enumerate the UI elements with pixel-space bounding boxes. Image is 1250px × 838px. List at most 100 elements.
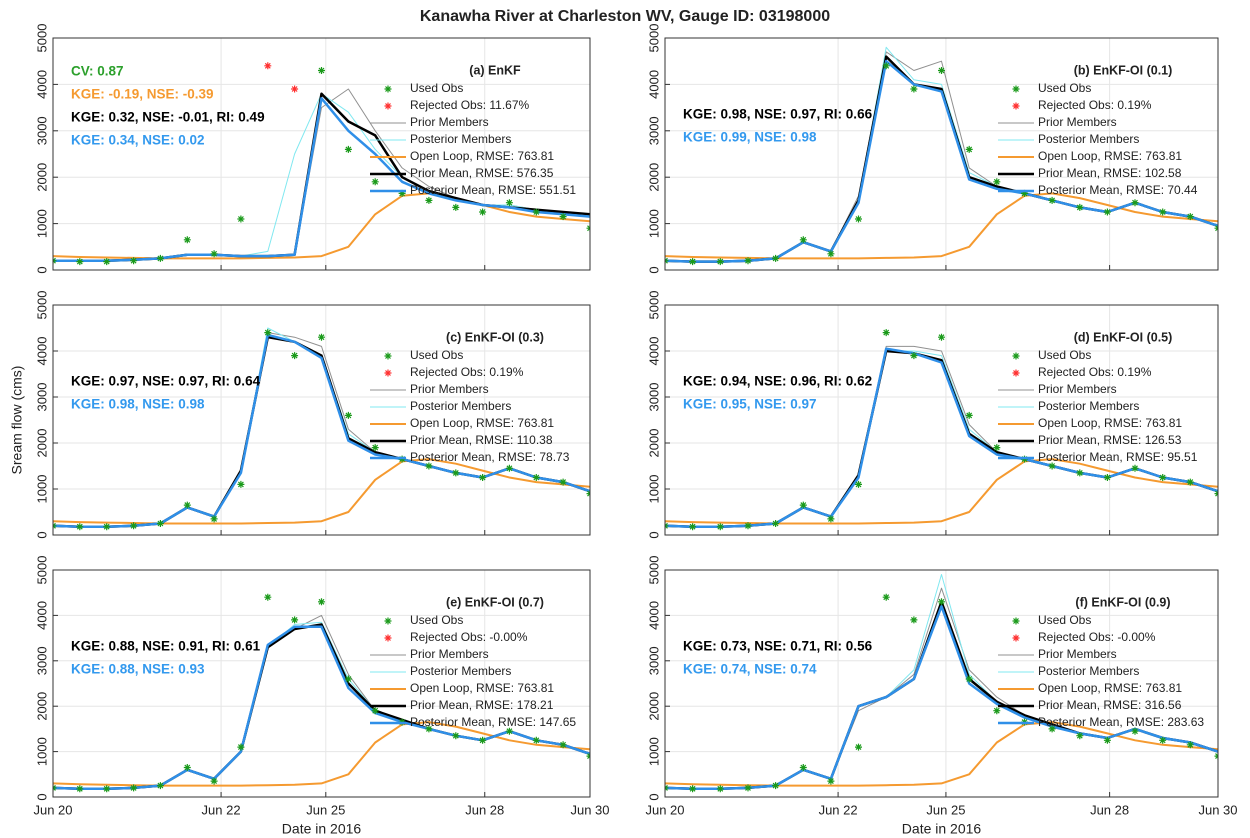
legend-label: Prior Mean, RMSE: 316.56 <box>1038 698 1182 712</box>
plot-area <box>53 570 590 797</box>
y-tick-label: 0 <box>34 531 49 538</box>
y-tick-label: 1000 <box>34 209 49 238</box>
y-tick-label: 2000 <box>646 429 661 458</box>
obs-marker <box>1131 464 1139 472</box>
obs-marker <box>425 196 433 204</box>
legend-marker <box>384 85 392 93</box>
series-layer <box>53 62 590 266</box>
legend-label: Posterior Mean, RMSE: 70.44 <box>1038 183 1198 197</box>
y-tick-label: 2000 <box>34 692 49 721</box>
axes-frame <box>52 569 591 798</box>
panel-title: (e) EnKF-OI (0.7) <box>446 595 544 609</box>
x-tick-label: Jun 20 <box>33 802 72 817</box>
obs-marker <box>264 62 272 70</box>
legend-marker <box>384 352 392 360</box>
y-tick-label: 4000 <box>646 337 661 366</box>
obs-marker <box>744 784 752 792</box>
plot-area <box>665 38 1218 270</box>
legend-label: Posterior Members <box>410 664 511 678</box>
annotation: KGE: 0.99, NSE: 0.98 <box>683 130 817 145</box>
y-tick-label: 1000 <box>646 737 661 766</box>
y-tick-label: 5000 <box>646 24 661 53</box>
axes-frame <box>664 37 1219 271</box>
obs-marker <box>827 777 835 785</box>
legend-label: Open Loop, RMSE: 763.81 <box>1038 681 1182 695</box>
obs-marker <box>479 208 487 216</box>
legend-label: Used Obs <box>1038 81 1091 95</box>
y-tick-label: 0 <box>646 266 661 273</box>
y-tick-label: 3000 <box>34 116 49 145</box>
obs-marker <box>479 736 487 744</box>
annotation: KGE: -0.19, NSE: -0.39 <box>71 87 214 102</box>
y-tick-label: 2000 <box>34 163 49 192</box>
obs-marker <box>344 145 352 153</box>
legend-label: Prior Members <box>1038 647 1117 661</box>
obs-marker <box>505 727 513 735</box>
obs-marker <box>156 520 164 527</box>
obs-marker <box>371 178 379 186</box>
y-tick-label: 4000 <box>646 601 661 630</box>
obs-marker <box>965 411 973 419</box>
annotation: KGE: 0.95, NSE: 0.97 <box>683 397 817 412</box>
y-tick-label: 5000 <box>34 556 49 585</box>
obs-marker <box>237 743 245 751</box>
legend-marker <box>1012 617 1020 625</box>
obs-marker <box>1186 478 1194 486</box>
obs-marker <box>799 236 807 244</box>
legend-label: Posterior Mean, RMSE: 95.51 <box>1038 450 1198 464</box>
obs-marker <box>210 515 218 523</box>
obs-marker <box>993 178 1001 186</box>
obs-marker <box>76 258 84 266</box>
y-tick-label: 4000 <box>34 601 49 630</box>
figure-title: Kanawha River at Charleston WV, Gauge ID… <box>420 8 830 25</box>
y-tick-label: 0 <box>34 793 49 800</box>
obs-marker <box>264 329 272 337</box>
legend-marker <box>384 102 392 110</box>
obs-marker <box>882 593 890 601</box>
obs-marker <box>183 501 191 509</box>
legend-marker <box>384 634 392 642</box>
obs-marker <box>1159 474 1167 481</box>
x-tick-label: Jun 28 <box>465 802 504 817</box>
obs-marker <box>130 522 138 530</box>
y-tick-label: 0 <box>646 531 661 538</box>
plot-area <box>53 305 590 535</box>
y-tick-label: 1000 <box>34 475 49 504</box>
obs-marker <box>910 85 918 93</box>
y-tick-label: 4000 <box>34 337 49 366</box>
legend-label: Open Loop, RMSE: 763.81 <box>1038 149 1182 163</box>
series-line <box>665 605 1218 791</box>
legend-label: Posterior Members <box>410 399 511 413</box>
legend-label: Posterior Mean, RMSE: 147.65 <box>410 715 576 729</box>
x-tick-label: Jun 30 <box>1198 802 1237 817</box>
annotation: KGE: 0.97, NSE: 0.97, RI: 0.64 <box>71 374 261 389</box>
legend-label: Posterior Members <box>1038 132 1139 146</box>
obs-marker <box>452 203 460 211</box>
x-tick-label: Jun 30 <box>570 802 609 817</box>
axes-frame <box>52 37 591 271</box>
legend-label: Used Obs <box>410 613 463 627</box>
legend-label: Used Obs <box>1038 348 1091 362</box>
legend-label: Posterior Mean, RMSE: 551.51 <box>410 183 576 197</box>
annotation: KGE: 0.94, NSE: 0.96, RI: 0.62 <box>683 374 872 389</box>
obs-marker <box>1131 727 1139 735</box>
obs-marker <box>1103 474 1111 481</box>
annotation: KGE: 0.73, NSE: 0.71, RI: 0.56 <box>683 639 873 654</box>
obs-marker <box>559 741 567 749</box>
legend-label: Rejected Obs: 0.19% <box>410 365 524 379</box>
obs-marker <box>799 764 807 771</box>
obs-marker <box>103 785 111 793</box>
y-tick-label: 5000 <box>34 291 49 320</box>
obs-marker <box>479 474 487 481</box>
obs-marker <box>398 189 406 197</box>
series-layer <box>665 329 1218 531</box>
legend-label: Open Loop, RMSE: 763.81 <box>410 681 554 695</box>
obs-marker <box>318 598 325 606</box>
legend-marker <box>384 369 392 377</box>
obs-marker <box>130 784 138 792</box>
legend-label: Rejected Obs: -0.00% <box>410 630 528 644</box>
obs-marker <box>183 236 191 244</box>
series-layer <box>665 574 1218 793</box>
obs-marker <box>716 785 724 793</box>
obs-marker <box>1076 469 1084 477</box>
